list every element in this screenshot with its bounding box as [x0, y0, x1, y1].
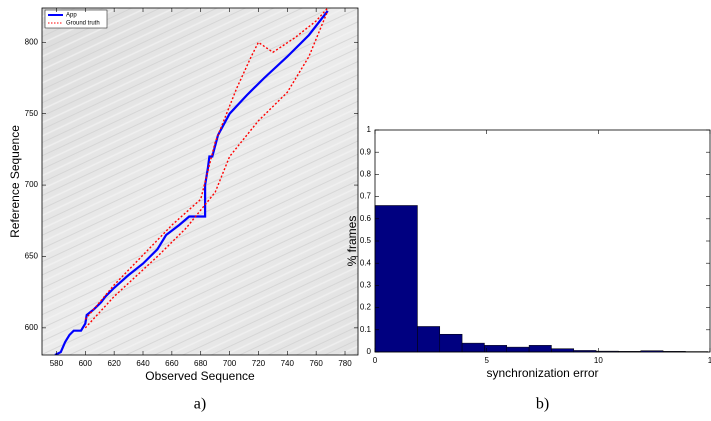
y-tick-label: 650 — [25, 252, 39, 261]
histogram-bar — [417, 326, 441, 353]
y-tick-label: 0.4 — [360, 258, 372, 267]
y-tick-label: 0.9 — [360, 147, 372, 156]
y-axis-label: Reference Sequence — [8, 125, 22, 238]
series-line — [84, 8, 329, 329]
x-tick-label: 680 — [194, 359, 208, 368]
histogram-bar — [484, 345, 508, 353]
x-tick-label: 660 — [165, 359, 179, 368]
x-tick-label: 780 — [338, 359, 352, 368]
x-axis-label: Observed Sequence — [145, 369, 255, 383]
y-tick-label: 800 — [25, 37, 39, 46]
y-tick-label: 1 — [367, 125, 372, 134]
y-tick-label: 0.3 — [360, 281, 372, 290]
x-tick-label: 700 — [223, 359, 237, 368]
histogram-bar — [551, 348, 575, 353]
x-tick-label: 620 — [107, 359, 121, 368]
series-line — [54, 10, 329, 355]
y-tick-label: 0.6 — [360, 214, 372, 223]
x-tick-label: 720 — [252, 359, 266, 368]
x-tick-label: 760 — [309, 359, 323, 368]
axes-box — [374, 129, 711, 353]
x-tick-label: 10 — [594, 356, 603, 365]
y-tick-label: 0.5 — [360, 236, 372, 245]
histogram-bar — [506, 346, 530, 353]
y-axis-label: % frames — [345, 216, 359, 267]
y-tick-label: 0.7 — [360, 192, 372, 201]
y-tick-label: 0 — [367, 347, 372, 356]
caption: a) — [194, 396, 206, 413]
histogram-bar — [461, 342, 485, 353]
y-tick-label: 0.8 — [360, 170, 372, 179]
histogram-bar — [439, 333, 463, 353]
legend-label: Ground truth — [66, 21, 100, 27]
y-tick-label: 600 — [25, 323, 39, 332]
axes-box — [41, 7, 359, 356]
x-tick-label: 740 — [281, 359, 295, 368]
y-tick-label: 700 — [25, 180, 39, 189]
x-tick-label: 640 — [136, 359, 150, 368]
x-axis-label: synchronization error — [486, 366, 598, 380]
y-tick-label: 0.2 — [360, 303, 372, 312]
similarity-texture — [42, 8, 358, 355]
plot-area — [54, 8, 329, 355]
y-tick-label: 750 — [25, 109, 39, 118]
x-tick-label: 1 — [708, 356, 711, 365]
x-tick-label: 600 — [79, 359, 93, 368]
x-tick-label: 5 — [484, 356, 489, 365]
histogram-bar — [528, 345, 552, 353]
x-tick-label: 580 — [50, 359, 64, 368]
x-tick-label: 0 — [373, 356, 378, 365]
caption: b) — [536, 396, 549, 413]
y-tick-label: 0.1 — [360, 325, 372, 334]
legend-label: App — [66, 13, 77, 19]
histogram-bar — [374, 205, 418, 353]
